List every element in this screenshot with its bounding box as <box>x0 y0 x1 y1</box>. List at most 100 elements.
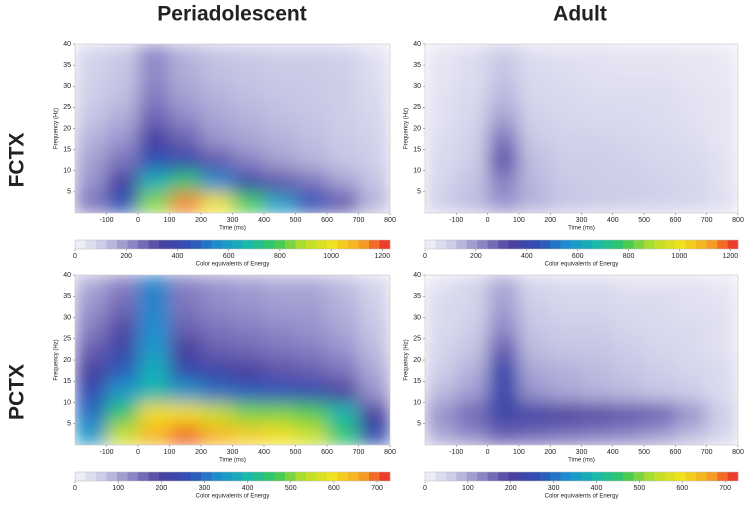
colorbar-step <box>274 472 286 481</box>
heatmap-cell <box>169 296 202 318</box>
heatmap-cell <box>487 44 520 66</box>
heatmap-cell <box>295 381 328 403</box>
heatmap-cell <box>675 65 708 87</box>
colorbar-step <box>274 240 286 249</box>
heatmap-cell <box>232 423 265 445</box>
heatmap-cell <box>706 275 738 297</box>
heatmap-cell <box>550 317 582 340</box>
heatmap-cell <box>232 402 265 425</box>
heatmap-cell <box>295 149 328 172</box>
colorbar-step <box>306 472 317 481</box>
colorbar-step <box>425 240 436 249</box>
heatmap-cell <box>550 402 582 425</box>
heatmap-cell <box>644 296 676 318</box>
heatmap-cell <box>612 149 645 172</box>
heatmap-cell <box>358 402 390 425</box>
heatmap-cell <box>581 275 614 297</box>
heatmap-cell <box>232 107 265 129</box>
heatmap-cell <box>425 296 457 318</box>
heatmap-cell <box>169 402 202 425</box>
heatmap-cell <box>487 296 520 318</box>
x-tick-label: 0 <box>486 449 490 456</box>
heatmap-cell <box>425 360 457 382</box>
heatmap-cell <box>264 191 296 213</box>
heatmap-cell <box>612 170 645 193</box>
colorbar-tick-label: 600 <box>328 485 340 492</box>
colorbar-tick-label: 800 <box>623 253 635 260</box>
heatmap-cell <box>295 65 328 87</box>
colorbar-step <box>337 472 349 481</box>
heatmap-cell <box>550 65 582 87</box>
heatmap-cell <box>550 191 582 213</box>
colorbar-step <box>581 472 593 481</box>
colorbar-step <box>508 472 520 481</box>
heatmap-cell <box>169 128 202 151</box>
heatmap-cell <box>106 381 139 403</box>
heatmap-cell <box>75 402 107 425</box>
heatmap-cell <box>358 275 390 297</box>
colorbar-frame <box>74 471 391 482</box>
colorbar-step <box>508 240 520 249</box>
heatmap-cell <box>581 170 614 193</box>
heatmap-cell <box>264 423 296 445</box>
heatmap-cell <box>232 360 265 382</box>
heatmap-cell <box>327 296 359 318</box>
x-tick-label: 600 <box>670 449 682 456</box>
y-tick-label: 5 <box>417 189 421 196</box>
colorbar-tick-label: 200 <box>505 485 517 492</box>
colorbar-step <box>253 472 265 481</box>
y-tick-label: 25 <box>63 336 71 343</box>
heatmap-cell <box>644 381 676 403</box>
heatmap-cell <box>706 360 738 382</box>
x-tick-label: 200 <box>195 217 207 224</box>
heatmap-cell <box>358 381 390 403</box>
heatmap-cell <box>581 65 614 87</box>
heatmap-cell <box>138 149 170 172</box>
heatmap-cells <box>425 275 738 445</box>
heatmap-cell <box>612 191 645 213</box>
heatmap-cell <box>327 402 359 425</box>
colorbar-step <box>685 472 697 481</box>
heatmap-cell <box>675 275 708 297</box>
colorbar-step <box>477 472 488 481</box>
colorbar-step <box>243 240 254 249</box>
heatmap-cell <box>675 381 708 403</box>
heatmap-cell <box>425 191 457 213</box>
heatmap-cell <box>75 296 107 318</box>
heatmap-cell <box>138 402 170 425</box>
x-tick-label: 500 <box>290 217 302 224</box>
heatmap-cell <box>264 338 296 361</box>
heatmap-cell <box>295 338 328 361</box>
heatmap-cell <box>295 402 328 425</box>
heatmap-cell <box>106 402 139 425</box>
heatmap-cell <box>612 86 645 108</box>
y-tick-label: 20 <box>413 357 421 364</box>
colorbar-step <box>529 240 541 249</box>
heatmap-cell <box>327 381 359 403</box>
colorbar-step <box>675 240 687 249</box>
colorbar-step <box>445 240 457 249</box>
colorbar-step <box>717 240 728 249</box>
y-tick-label: 20 <box>63 357 71 364</box>
colorbar-step <box>190 472 202 481</box>
heatmap-cell <box>232 86 265 108</box>
colorbar-step <box>96 240 107 249</box>
heatmap-cell <box>201 360 233 382</box>
colorbar-tick-label: 400 <box>591 485 603 492</box>
colorbar-tick-label: 0 <box>423 485 427 492</box>
heatmap-cell <box>75 44 107 66</box>
heatmap-cell <box>675 296 708 318</box>
colorbar-step <box>466 472 478 481</box>
colorbar-tick-label: 200 <box>120 253 132 260</box>
heatmap-cell <box>706 381 738 403</box>
heatmap-cell <box>201 107 233 129</box>
heatmap-cell <box>169 381 202 403</box>
colorbar-tick-label: 500 <box>285 485 297 492</box>
heatmap-cell <box>675 360 708 382</box>
heatmap-cell <box>358 86 390 108</box>
heatmap-cell <box>644 170 676 193</box>
colorbar-step <box>264 240 275 249</box>
y-tick-label: 5 <box>417 421 421 428</box>
heatmap-cell <box>706 65 738 87</box>
heatmap-cell <box>138 317 170 340</box>
